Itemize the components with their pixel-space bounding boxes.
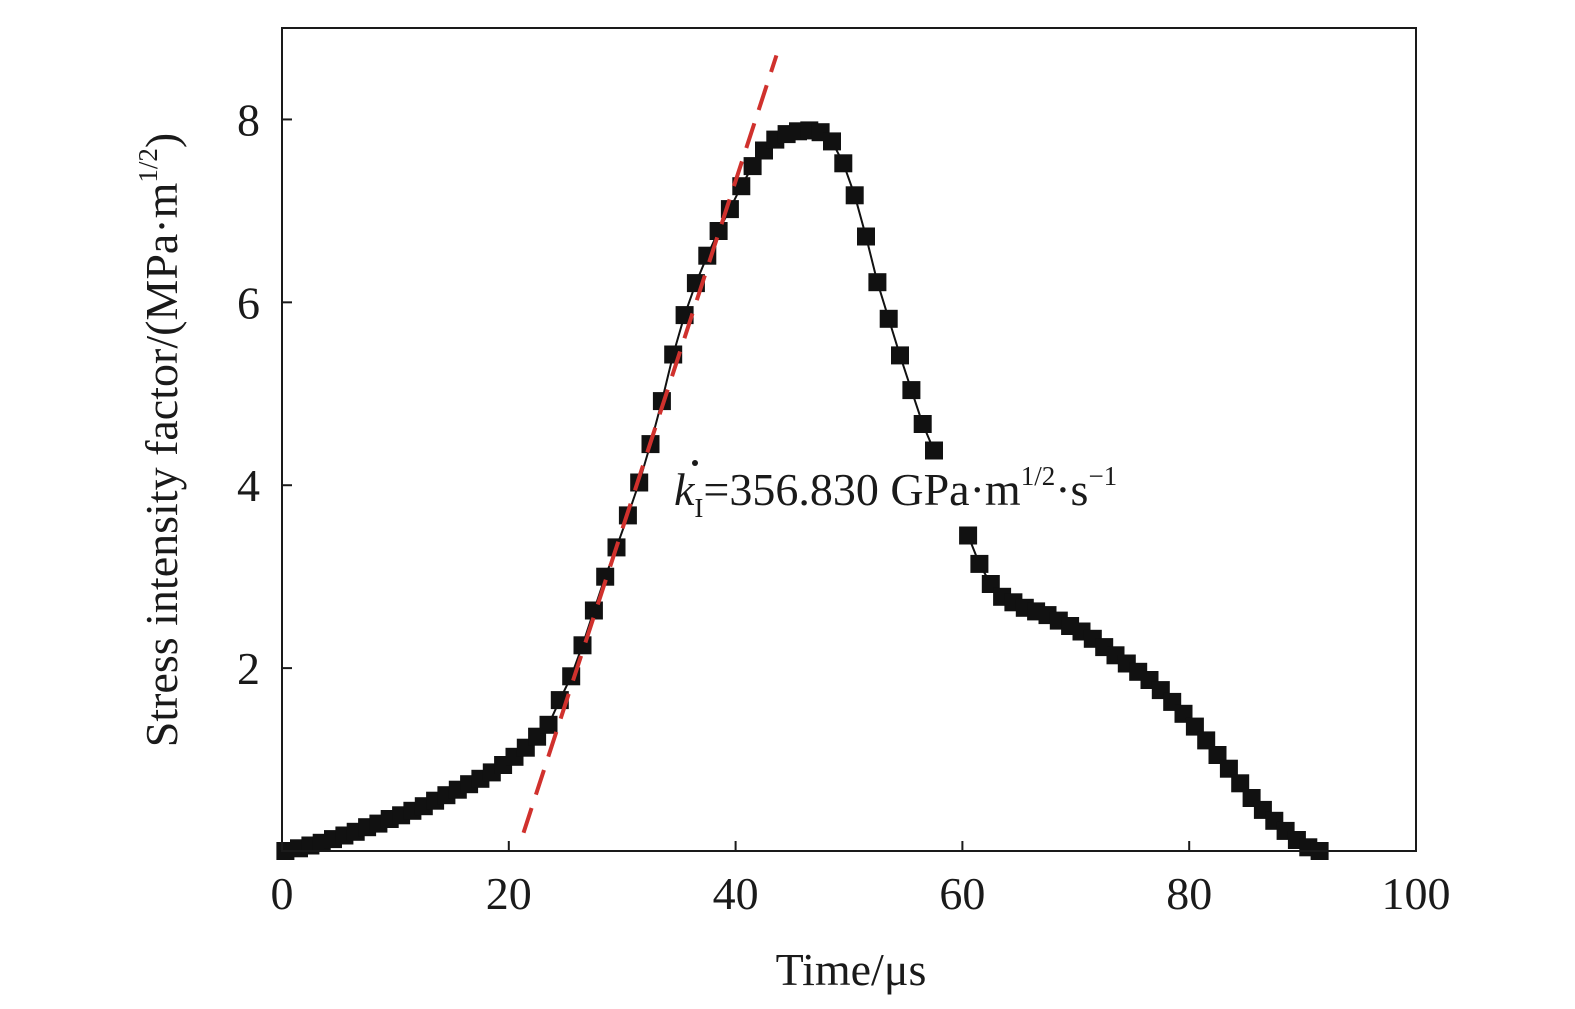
data-point [1185, 717, 1204, 736]
annotation-dot [692, 460, 698, 466]
x-axis-title: Time/μs [776, 944, 927, 995]
data-point [857, 227, 875, 246]
data-point [539, 715, 558, 734]
data-point [1197, 731, 1216, 750]
y-axis-title: Stress intensity factor/(MPa·m1/2) [133, 133, 187, 748]
data-point [743, 157, 762, 176]
y-tick-label: 4 [237, 460, 260, 511]
data-point [584, 601, 603, 620]
data-point [959, 526, 978, 545]
y-axis-title-sup: 1/2 [133, 148, 163, 183]
x-tick-label: 100 [1382, 868, 1451, 919]
y-axis-title-close: ) [136, 133, 187, 148]
data-point [970, 554, 989, 573]
plot-frame [281, 27, 1417, 852]
annotation-value: =356.830 GPa·m [703, 464, 1020, 515]
fit-line [521, 54, 779, 834]
data-point [1219, 759, 1238, 778]
y-tick-label: 8 [237, 94, 260, 145]
x-tick-label: 0 [271, 868, 294, 919]
rate-annotation: kI=356.830 GPa·m1/2·s−1 [674, 460, 1117, 523]
data-point [891, 346, 909, 365]
y-tick-label: 6 [237, 277, 260, 328]
data-point [709, 222, 728, 240]
data-point [902, 381, 921, 400]
data-point [1208, 746, 1227, 764]
data-point [868, 273, 887, 292]
x-tick-label: 80 [1166, 868, 1212, 919]
data-point [913, 415, 932, 433]
annotation-mid: ·s [1055, 464, 1088, 515]
annotation-k-sub: I [694, 493, 703, 523]
data-point [845, 186, 864, 205]
data-point [823, 132, 841, 151]
data-point [1231, 774, 1250, 793]
axis-ticks: 0 20 40 60 80 100 2 4 6 8 [237, 94, 1451, 919]
annotation-sup2: −1 [1088, 461, 1117, 491]
x-tick-label: 60 [939, 868, 985, 919]
x-tick-label: 40 [713, 868, 759, 919]
x-tick-label: 20 [486, 868, 532, 919]
data-point [834, 154, 853, 173]
data-point [879, 309, 898, 328]
annotation-sup1: 1/2 [1021, 461, 1056, 491]
annotation-k: k [674, 464, 696, 515]
data-point [573, 636, 592, 655]
y-axis-title-main: Stress intensity factor/(MPa·m [136, 182, 187, 747]
y-tick-label: 2 [237, 643, 260, 694]
plot-area [276, 54, 1329, 860]
data-point [596, 567, 615, 586]
svg-text:kI=356.830 GPa·m1/2·s−1: kI=356.830 GPa·m1/2·s−1 [674, 461, 1117, 523]
data-point [925, 441, 943, 460]
